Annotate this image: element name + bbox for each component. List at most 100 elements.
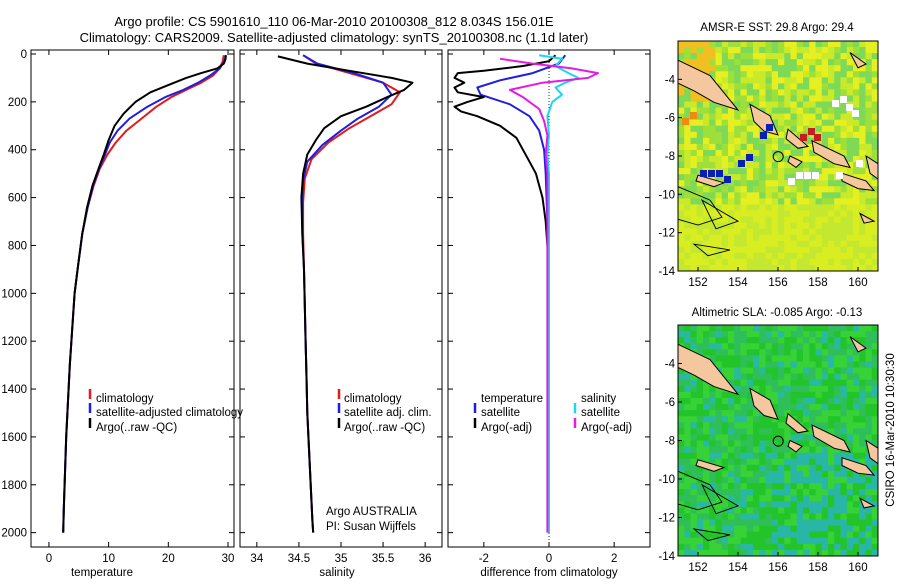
map-cell <box>696 204 704 211</box>
map-cell <box>678 264 685 272</box>
map-cell <box>796 162 804 169</box>
map-cell <box>834 397 841 405</box>
map-cell <box>846 543 854 551</box>
map-cell <box>821 95 829 102</box>
map-cell <box>759 186 766 193</box>
map-cell <box>840 422 848 429</box>
map-cell <box>728 83 735 90</box>
map-cell <box>790 101 798 108</box>
map-cell <box>778 355 785 362</box>
map-cell <box>690 452 698 460</box>
map-cell <box>784 228 791 235</box>
map-cell <box>865 489 873 496</box>
map-cell <box>859 113 866 120</box>
land-mass-4 <box>841 457 876 476</box>
map-cell <box>740 531 748 539</box>
map-cell <box>828 549 835 557</box>
map-cell <box>759 525 766 532</box>
map-cell <box>734 71 741 78</box>
map-cell <box>821 53 829 60</box>
map-cell <box>784 391 791 399</box>
map-cell <box>815 156 823 163</box>
map-cell <box>728 543 735 551</box>
map-cell <box>840 337 848 344</box>
map-cell <box>828 246 835 254</box>
map-y-tick-label: -8 <box>665 436 675 448</box>
map-cell <box>709 131 716 139</box>
map-cell <box>815 513 823 520</box>
map-cell <box>728 537 735 545</box>
map-cell <box>690 501 698 508</box>
map-cell <box>834 428 841 435</box>
map-cell <box>753 216 760 223</box>
map-x-tick-label: 156 <box>768 562 787 574</box>
map-cell <box>871 325 879 332</box>
map-cell <box>815 180 823 187</box>
map-cell <box>853 476 860 484</box>
map-cell <box>809 216 816 223</box>
map-cell <box>859 95 866 102</box>
map-cell <box>721 428 729 435</box>
land-mass-9 <box>858 497 876 509</box>
map-cell <box>834 483 841 490</box>
map-cell <box>871 525 879 532</box>
map-cell <box>859 337 866 344</box>
map-cell <box>790 501 798 508</box>
land-mass-7 <box>849 336 867 353</box>
map-cell <box>746 162 754 169</box>
map-cell <box>765 149 773 157</box>
map-cell <box>765 107 773 114</box>
map-cell <box>703 246 710 254</box>
map-cell <box>871 65 879 72</box>
map-cell <box>846 483 854 490</box>
map-cell <box>821 125 829 133</box>
map-cell <box>721 501 729 508</box>
sst-flag-pixel-15 <box>796 172 803 179</box>
map-cell <box>759 77 766 84</box>
map-cell <box>803 125 810 133</box>
map-cell <box>828 513 835 520</box>
map-cell <box>821 246 829 254</box>
y-tick-label: 1200 <box>1 336 27 348</box>
land-mass-1 <box>749 387 779 421</box>
map-cell <box>840 252 848 260</box>
map-cell <box>684 537 691 545</box>
map-cell <box>846 525 854 532</box>
map-cell <box>871 531 879 539</box>
map-cell <box>734 428 741 435</box>
map-cell <box>746 422 754 429</box>
map-cell <box>871 143 879 151</box>
map-cell <box>684 168 691 175</box>
map-cell <box>696 65 704 72</box>
map-cell <box>840 264 848 272</box>
map-cell <box>715 428 723 435</box>
map-cell <box>715 258 723 266</box>
land-mass-6 <box>787 439 803 453</box>
map-cell <box>821 204 829 211</box>
map-cell <box>790 367 798 374</box>
map-cell <box>796 391 804 399</box>
map-cell <box>746 216 754 223</box>
map-cell <box>859 410 866 417</box>
map-cell <box>721 258 729 266</box>
map-cell <box>696 489 704 496</box>
map-cell <box>721 65 729 72</box>
map-cell <box>728 458 735 466</box>
map-cell <box>734 458 741 466</box>
map-cell <box>784 107 791 114</box>
map-cell <box>796 258 804 266</box>
map-cell <box>853 404 860 411</box>
map-cell <box>759 149 766 157</box>
map-cell <box>690 119 698 127</box>
map-cell <box>684 549 691 557</box>
map-cell <box>809 186 816 193</box>
map-cell <box>834 495 841 502</box>
map-cell <box>803 252 810 260</box>
map-cell <box>678 464 685 472</box>
map-cell <box>771 513 779 520</box>
map-cell <box>803 464 810 472</box>
map-cell <box>828 234 835 242</box>
map-cell <box>734 95 741 102</box>
reef-contour-2 <box>700 198 740 230</box>
map-cell <box>765 77 773 84</box>
